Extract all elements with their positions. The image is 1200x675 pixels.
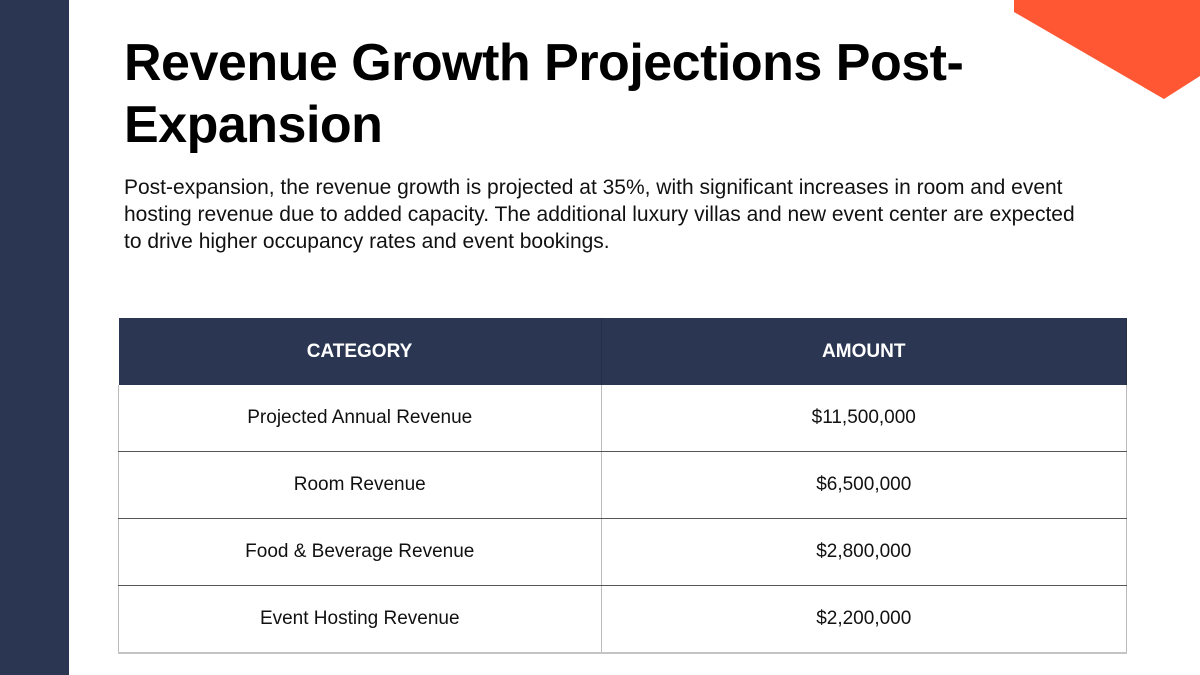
- category-cell: Projected Annual Revenue: [118, 385, 602, 452]
- left-accent-bar: [0, 0, 69, 675]
- table-row: Event Hosting Revenue $2,200,000: [118, 585, 1127, 654]
- category-cell: Room Revenue: [118, 451, 602, 519]
- table-row: Projected Annual Revenue $11,500,000: [118, 385, 1127, 452]
- category-cell: Event Hosting Revenue: [118, 585, 602, 654]
- slide-title: Revenue Growth Projections Post-Expansio…: [124, 34, 964, 154]
- table-header-row: CATEGORY AMOUNT: [118, 318, 1127, 385]
- slide-description: Post-expansion, the revenue growth is pr…: [124, 176, 1075, 253]
- revenue-table: CATEGORY AMOUNT Projected Annual Revenue…: [118, 318, 1127, 654]
- column-header-amount: AMOUNT: [601, 318, 1127, 385]
- amount-cell: $11,500,000: [600, 385, 1127, 452]
- corner-accent-shape: [1014, 0, 1200, 99]
- amount-cell: $2,200,000: [600, 585, 1127, 654]
- table-row: Food & Beverage Revenue $2,800,000: [118, 518, 1127, 586]
- amount-cell: $2,800,000: [600, 518, 1127, 586]
- table-row: Room Revenue $6,500,000: [118, 451, 1127, 519]
- category-cell: Food & Beverage Revenue: [118, 518, 602, 586]
- amount-cell: $6,500,000: [600, 451, 1127, 519]
- column-header-category: CATEGORY: [118, 318, 602, 385]
